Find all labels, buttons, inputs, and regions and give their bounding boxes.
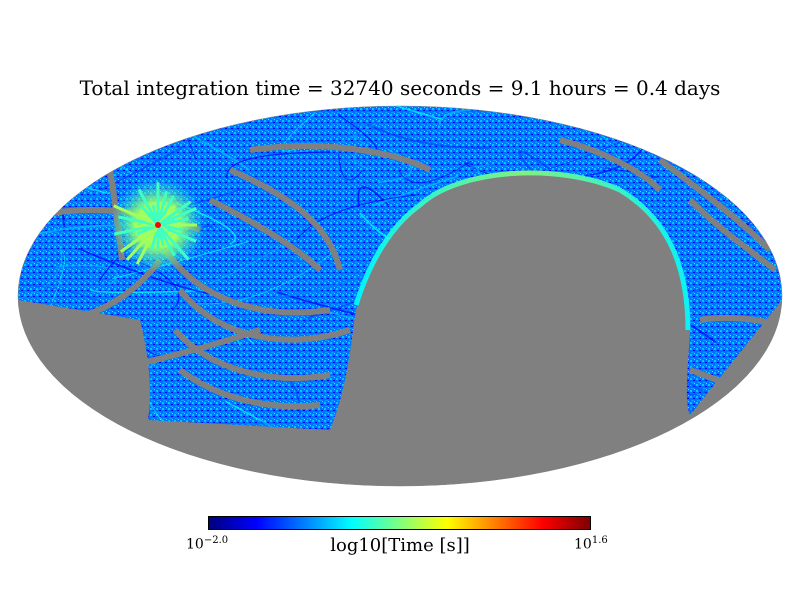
coverage-streak — [518, 150, 550, 171]
scan-gap — [208, 197, 323, 273]
scan-gap — [249, 143, 432, 173]
coverage-streak — [386, 106, 442, 120]
coverage-streak — [18, 170, 74, 183]
coverage-streak — [348, 129, 491, 170]
coverage-streak — [604, 167, 658, 179]
coverage-streak — [740, 234, 782, 251]
map-outline — [17, 105, 783, 487]
coverage-streak — [316, 152, 351, 214]
coverage-streak — [366, 123, 491, 149]
coverage-streak — [18, 243, 62, 302]
coverage-streak — [722, 271, 766, 308]
coverage-streak — [325, 122, 396, 131]
scan-gap — [178, 367, 321, 410]
coverage-streak — [373, 175, 458, 207]
coverage-streak — [622, 106, 705, 117]
coverage-streak — [49, 249, 65, 310]
hotspot-ray — [119, 223, 159, 253]
coverage-streak — [746, 149, 779, 199]
coverage-streak — [78, 247, 209, 295]
scan-gap — [559, 137, 663, 193]
coverage-streak — [686, 106, 745, 121]
scan-gap — [177, 288, 351, 343]
coverage-streak — [357, 186, 390, 207]
hotspot-ray — [137, 188, 160, 226]
coverage-streak — [629, 457, 660, 474]
coverage-streak — [161, 242, 288, 296]
figure-title: Total integration time = 32740 seconds =… — [79, 76, 721, 100]
coverage-streak — [18, 143, 83, 166]
coverage-streak — [691, 429, 764, 484]
colorbar-label: log10[Time [s]] — [330, 535, 470, 556]
coverage-streak — [398, 160, 472, 184]
coverage-streak — [18, 106, 79, 152]
coverage-streak — [226, 151, 331, 179]
colorbar-min-label: 10−2.0 — [186, 535, 229, 553]
colorbar-max-label: 101.6 — [574, 535, 608, 553]
scan-gap — [687, 197, 777, 273]
coverage-streak — [287, 113, 387, 154]
coverage-streak — [124, 470, 203, 486]
coverage-streak — [76, 264, 110, 300]
scan-gap — [658, 157, 773, 253]
hotspot-ray — [135, 224, 160, 265]
coverage-streak — [56, 265, 118, 285]
colorbar — [208, 516, 591, 530]
unobserved-region — [18, 170, 782, 486]
coverage-streak — [18, 188, 75, 196]
coverage-edge — [353, 170, 691, 331]
hotspot-ray — [156, 224, 190, 261]
hotspot-ray — [157, 217, 190, 227]
hotspot-ray — [113, 204, 159, 227]
coverage-streak — [74, 455, 223, 475]
coverage-streak — [338, 153, 363, 181]
hotspot — [110, 177, 206, 273]
coverage-streak — [518, 106, 529, 112]
coverage-streak — [296, 194, 417, 241]
coverage-streak — [18, 165, 109, 195]
coverage-streak — [132, 451, 151, 485]
coverage-streak — [693, 106, 754, 129]
coverage-streak — [92, 146, 184, 193]
coverage-streak — [195, 245, 343, 305]
coverage-streak — [38, 221, 75, 242]
hotspot-core — [155, 222, 161, 228]
coverage-streak — [22, 106, 149, 125]
scan-gap — [228, 167, 343, 271]
scan-gap — [172, 328, 331, 381]
hotspot-ray — [125, 224, 160, 261]
coverage-streak — [612, 106, 645, 122]
